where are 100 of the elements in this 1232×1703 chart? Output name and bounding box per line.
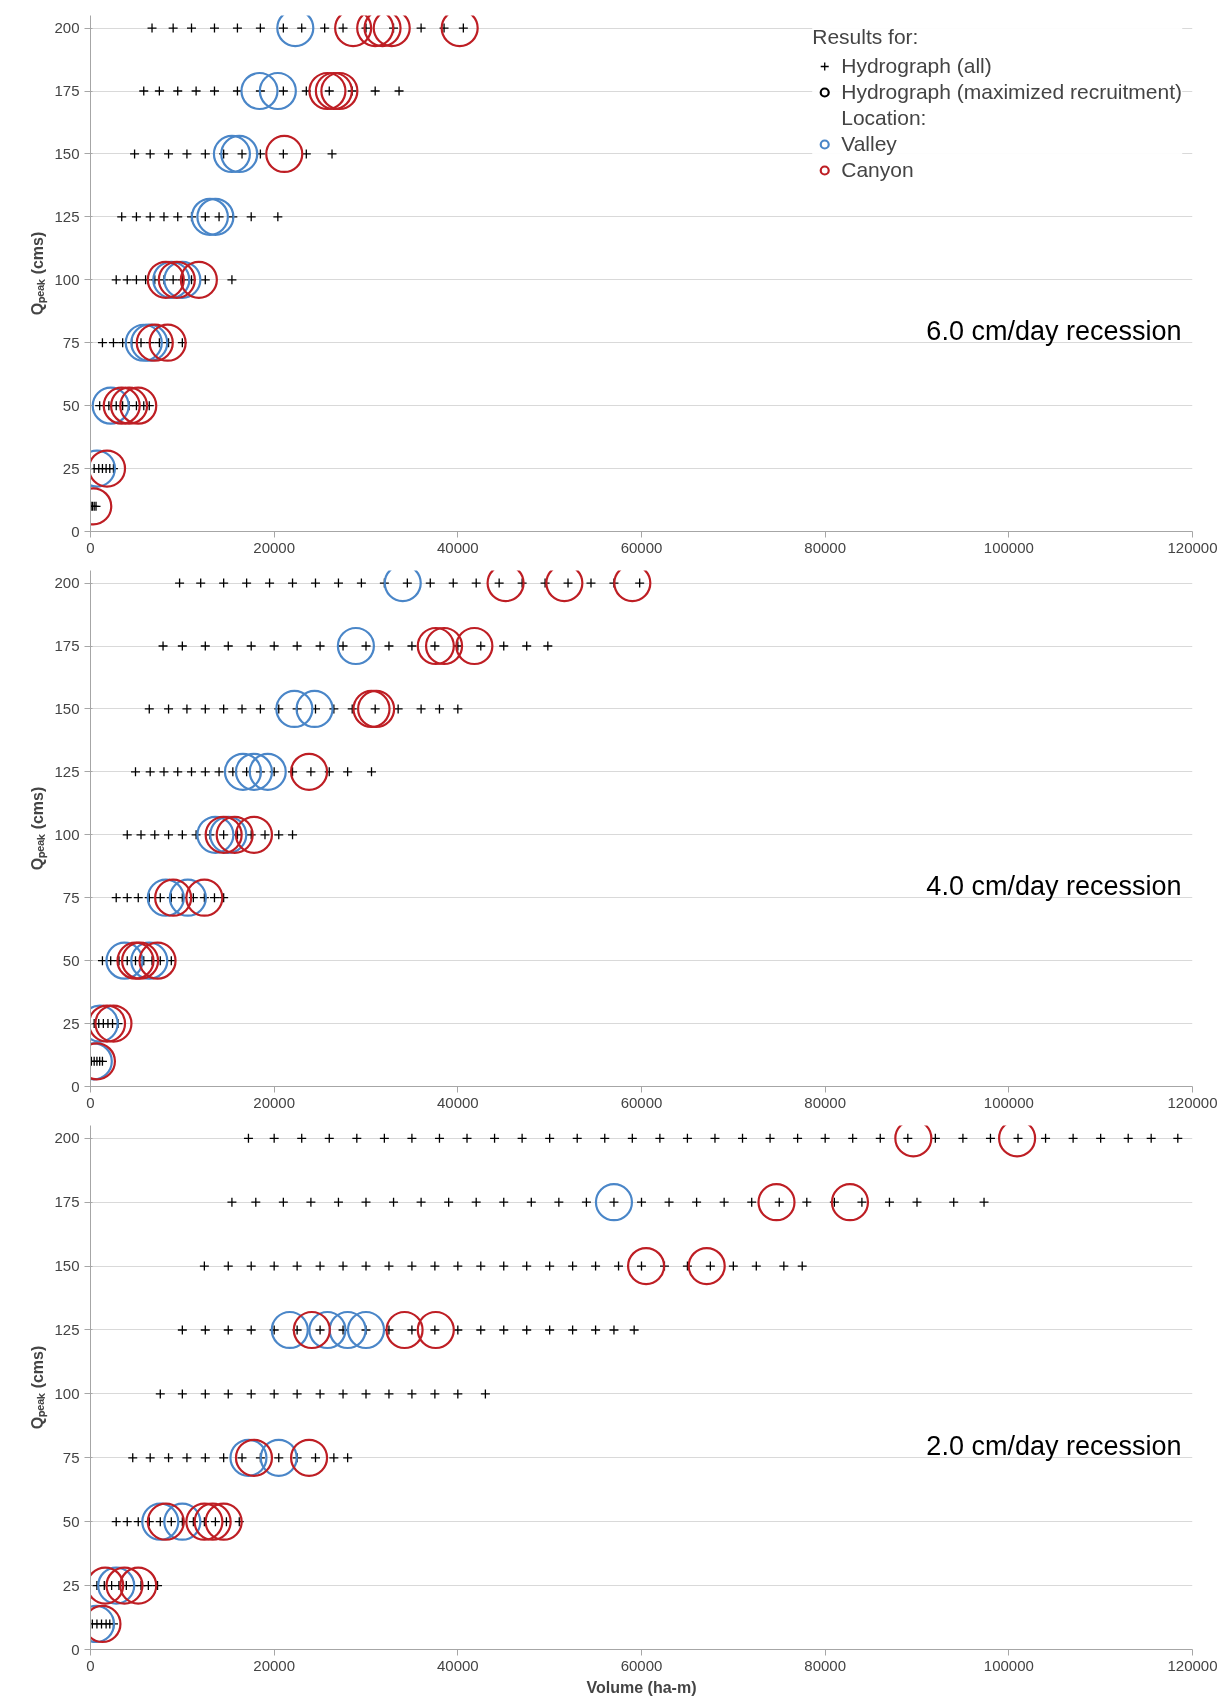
y-tick-label: 75 [62, 888, 80, 906]
x-tick-label: 80000 [804, 1093, 847, 1111]
y-tick-label: 75 [62, 1448, 80, 1466]
y-axis-title: Qₚₑₐₖ (cms) [29, 231, 49, 316]
x-tick-label: 20000 [253, 1656, 296, 1674]
x-tick-label: 100000 [983, 1093, 1034, 1111]
point [234, 1438, 274, 1477]
x-axis-title: Volume (ha-m) [586, 1678, 697, 1696]
y-tick-label: 150 [54, 699, 80, 717]
point [185, 878, 224, 917]
point [308, 71, 347, 111]
x-tick-label: 20000 [253, 1093, 296, 1111]
x-tick-label: 120000 [1167, 538, 1218, 556]
y-tick-label: 0 [71, 1077, 80, 1095]
point [687, 1247, 726, 1286]
y-tick-label: 100 [54, 1384, 80, 1402]
legend-label: Valley [841, 132, 897, 156]
point [148, 323, 187, 362]
point [594, 1183, 634, 1222]
x-tick-label: 20000 [253, 538, 296, 556]
point [215, 815, 254, 854]
y-tick-label: 50 [62, 1512, 80, 1530]
point [154, 878, 193, 917]
point [292, 1310, 331, 1350]
point [179, 260, 218, 299]
y-tick-label: 200 [54, 1129, 80, 1147]
y-tick-label: 25 [62, 1014, 80, 1032]
point [91, 386, 130, 425]
point [220, 134, 259, 173]
y-tick-label: 75 [62, 333, 80, 351]
point [190, 197, 229, 236]
y-tick-label: 150 [54, 144, 80, 162]
point [424, 626, 464, 666]
point [416, 1310, 455, 1350]
x-tick-label: 40000 [436, 1093, 479, 1111]
point [105, 941, 144, 980]
point [830, 1183, 870, 1222]
point [146, 878, 185, 917]
y-axis-title: Qₚₑₐₖ (cms) [29, 1345, 49, 1430]
point [275, 689, 314, 728]
legend-label: Hydrograph (all) [841, 54, 992, 78]
x-tick-label: 0 [86, 1656, 95, 1674]
point [109, 386, 149, 425]
point [346, 1310, 386, 1350]
point [265, 134, 304, 173]
point [757, 1183, 796, 1222]
point [289, 752, 329, 791]
y-tick-label: 100 [54, 825, 80, 843]
annotation: Location: [841, 106, 927, 130]
point [289, 1438, 329, 1477]
y-tick-label: 175 [54, 637, 80, 655]
point [626, 1247, 666, 1286]
point [124, 323, 163, 362]
y-tick-label: 200 [54, 19, 80, 37]
x-tick-label: 60000 [620, 538, 663, 556]
annotation: 2.0 cm/day recession [926, 1430, 1182, 1461]
point [308, 1310, 347, 1350]
point [185, 1502, 224, 1541]
point [94, 1004, 133, 1043]
point [105, 1566, 144, 1605]
x-tick-label: 120000 [1167, 1656, 1218, 1674]
point [119, 386, 158, 425]
y-axis-title: Qₚₑₐₖ (cms) [29, 786, 49, 871]
point [336, 626, 375, 666]
point [328, 1310, 367, 1350]
point [234, 752, 274, 791]
point [258, 71, 297, 111]
point [90, 449, 127, 488]
point [385, 1310, 424, 1350]
point [146, 260, 185, 299]
y-tick-label: 25 [62, 1576, 80, 1594]
x-tick-label: 100000 [983, 538, 1034, 556]
legend-label: Hydrograph (maximized recruitment) [841, 80, 1182, 104]
point [240, 71, 279, 111]
y-tick-label: 100 [54, 270, 80, 288]
legend-title: Results for: [812, 25, 920, 49]
point [320, 71, 359, 111]
point [168, 878, 207, 917]
y-tick-label: 125 [54, 207, 80, 225]
x-tick-label: 40000 [436, 538, 479, 556]
y-tick-label: 125 [54, 1320, 80, 1338]
x-tick-label: 120000 [1167, 1093, 1218, 1111]
point [196, 197, 235, 236]
point [193, 1502, 232, 1541]
point [229, 1438, 268, 1477]
point [295, 689, 334, 728]
y-tick-label: 175 [54, 82, 80, 100]
point [259, 1438, 298, 1477]
y-tick-label: 50 [62, 951, 80, 969]
point [196, 815, 235, 854]
point [90, 1004, 127, 1043]
point [163, 1502, 202, 1541]
y-tick-label: 125 [54, 762, 80, 780]
point [138, 941, 177, 980]
x-tick-label: 0 [86, 538, 95, 556]
x-tick-label: 40000 [436, 1656, 479, 1674]
y-tick-label: 150 [54, 1257, 80, 1275]
point [102, 386, 141, 425]
point [234, 815, 274, 854]
x-tick-label: 60000 [620, 1656, 663, 1674]
